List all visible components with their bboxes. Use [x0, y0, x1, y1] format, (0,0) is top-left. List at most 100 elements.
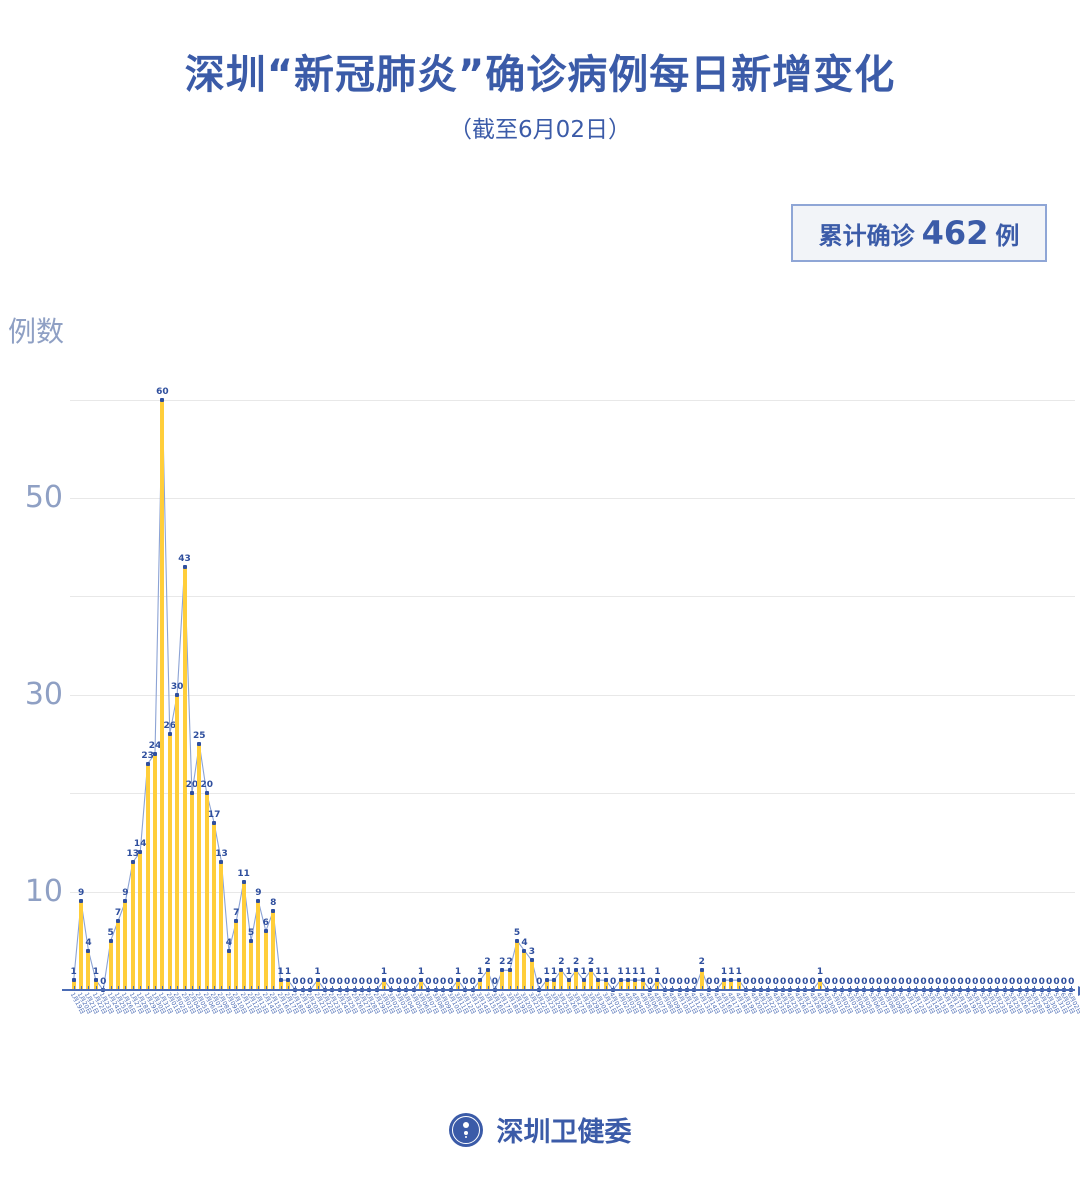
bar	[226, 950, 231, 990]
data-point-label: 0	[787, 977, 794, 987]
x-axis-tick	[783, 986, 785, 991]
data-point-marker	[699, 968, 704, 973]
x-axis-tick	[945, 986, 947, 991]
data-point-label: 0	[905, 977, 912, 987]
data-point-label: 0	[898, 977, 905, 987]
x-axis-tick	[154, 986, 156, 991]
x-axis-tick	[864, 986, 866, 991]
x-axis-tick	[1012, 986, 1014, 991]
data-point-label: 0	[831, 977, 838, 987]
data-point-label: 0	[440, 977, 447, 987]
data-point-marker	[93, 978, 98, 983]
x-axis-tick	[347, 986, 349, 991]
data-point-label: 0	[469, 977, 476, 987]
x-axis-tick	[879, 986, 881, 991]
data-point-label: 0	[935, 977, 942, 987]
x-axis-tick	[1063, 986, 1065, 991]
data-point-label: 1	[70, 967, 77, 978]
gridline	[70, 694, 1075, 696]
x-axis-tick	[228, 986, 230, 991]
data-point-label: 0	[336, 977, 343, 987]
x-axis-tick	[590, 986, 592, 991]
data-point-marker	[736, 978, 741, 983]
data-point-label: 0	[1053, 977, 1060, 987]
data-point-marker	[544, 978, 549, 983]
x-axis-tick	[480, 986, 482, 991]
x-axis-tick	[206, 986, 208, 991]
x-axis-tick	[243, 986, 245, 991]
bar	[263, 930, 268, 990]
data-point-label: 30	[170, 681, 184, 692]
data-point-marker	[234, 919, 239, 924]
data-point-label: 0	[912, 977, 920, 987]
bar	[212, 822, 217, 990]
data-point-label: 1	[565, 967, 572, 978]
x-axis-tick	[805, 986, 807, 991]
data-point-marker	[249, 938, 254, 943]
data-point-label: 0	[1060, 977, 1068, 987]
data-point-label: 1	[580, 967, 587, 978]
x-axis-tick	[723, 986, 725, 991]
bar	[285, 980, 290, 990]
data-point-label: 4	[521, 937, 528, 948]
data-point-label: 1	[454, 967, 462, 978]
x-axis-tick	[731, 986, 733, 991]
data-point-label: 2	[698, 957, 705, 968]
x-axis-tick	[384, 986, 386, 991]
x-axis-tick	[546, 986, 548, 991]
data-point-label: 1	[284, 967, 292, 978]
bar	[581, 980, 586, 990]
x-axis-tick	[465, 986, 467, 991]
x-axis-tick	[118, 986, 120, 991]
x-axis-tick	[1056, 986, 1058, 991]
gridline	[70, 793, 1075, 795]
x-axis-tick	[509, 986, 511, 991]
x-axis-tick	[679, 986, 681, 991]
data-point-label: 0	[676, 977, 683, 987]
data-point-marker	[500, 968, 505, 973]
data-point-label: 0	[321, 977, 329, 987]
data-point-label: 0	[979, 977, 986, 987]
data-point-marker	[574, 968, 579, 973]
bar	[204, 793, 209, 990]
x-axis-tick	[317, 986, 319, 991]
x-axis-tick	[184, 986, 186, 991]
data-point-label: 6	[262, 917, 269, 928]
data-point-label: 0	[691, 977, 698, 987]
x-axis-tick	[413, 986, 415, 991]
x-axis-tick	[901, 986, 903, 991]
bar	[79, 901, 84, 990]
data-point-label: 5	[247, 927, 255, 938]
x-axis-tick	[73, 986, 75, 991]
data-point-label: 0	[425, 977, 432, 987]
bar	[455, 980, 460, 990]
data-point-label: 0	[824, 977, 831, 987]
data-point-label: 0	[1038, 977, 1045, 987]
data-point-marker	[263, 928, 268, 933]
data-point-label: 0	[536, 977, 543, 987]
data-point-label: 9	[255, 888, 262, 899]
data-point-marker	[175, 692, 180, 697]
data-point-label: 0	[358, 977, 366, 987]
data-point-marker	[507, 968, 512, 973]
data-point-marker	[478, 978, 483, 983]
data-point-marker	[633, 978, 638, 983]
data-point-label: 1	[417, 967, 425, 978]
data-point-label: 5	[107, 927, 114, 938]
data-point-label: 13	[126, 849, 140, 860]
data-point-label: 1	[735, 967, 742, 978]
data-point-label: 3	[528, 947, 535, 958]
x-axis-tick	[738, 986, 740, 991]
data-point-marker	[729, 978, 734, 983]
x-axis-tick	[849, 986, 851, 991]
bar	[529, 960, 534, 990]
data-point-marker	[278, 978, 283, 983]
bar	[315, 980, 320, 990]
data-point-label: 0	[403, 977, 410, 987]
bar	[249, 940, 254, 990]
x-axis-tick	[990, 986, 992, 991]
data-point-marker	[197, 742, 202, 747]
x-axis-tick	[95, 986, 97, 991]
x-axis-tick	[132, 986, 134, 991]
x-axis-tick	[539, 986, 541, 991]
